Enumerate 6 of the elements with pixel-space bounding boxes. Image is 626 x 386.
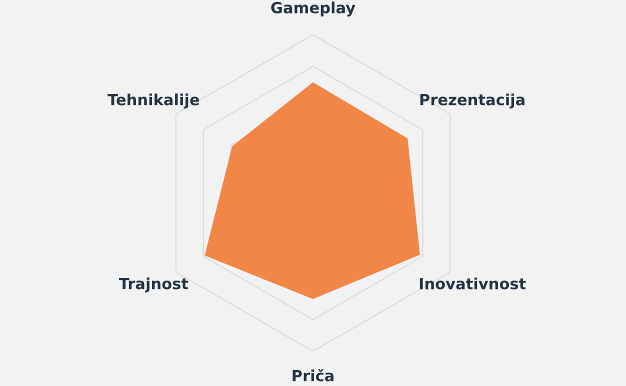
spoke-label: Trajnost — [118, 278, 188, 292]
spoke-label: Tehnikalije — [108, 94, 200, 108]
spoke-label: Inovativnost — [420, 278, 526, 290]
spoke-label: Priča — [292, 368, 334, 382]
spoke-label: Prezentacija — [420, 94, 524, 108]
spoke-label: Gameplay — [271, 2, 356, 16]
